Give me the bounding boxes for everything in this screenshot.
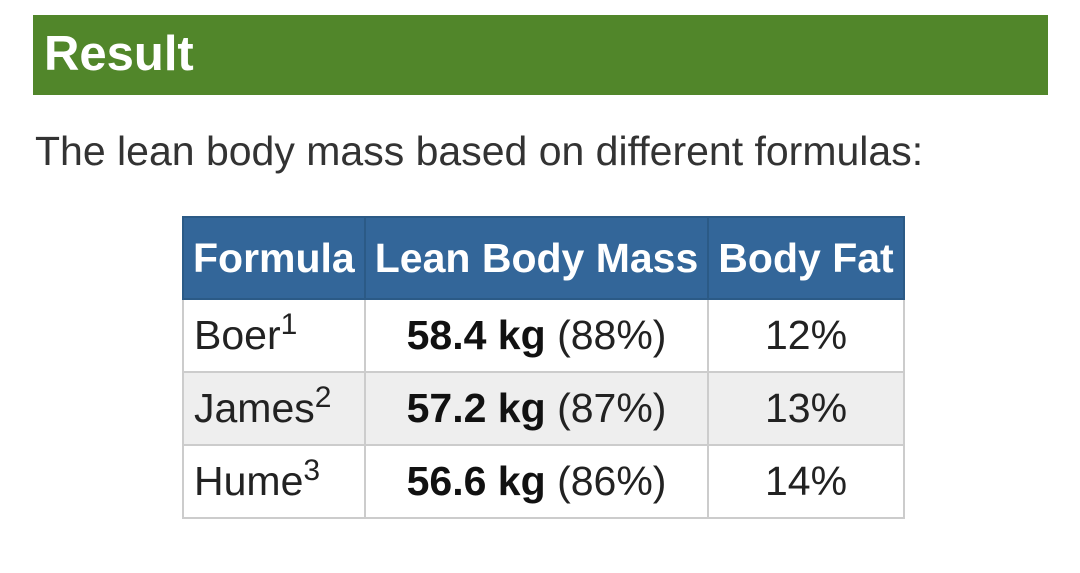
formula-name: Hume	[194, 458, 304, 504]
lean-body-mass-cell: 56.6 kg (86%)	[363, 444, 710, 519]
lean-body-mass-percent: (86%)	[557, 458, 667, 504]
footnote-ref-link[interactable]: 3	[303, 454, 321, 487]
intro-text: The lean body mass based on different fo…	[35, 128, 924, 174]
result-title: Result	[44, 26, 194, 81]
lean-body-mass-percent: (87%)	[557, 385, 667, 431]
body-fat-cell: 12%	[707, 298, 905, 373]
footnote-ref-link[interactable]: 1	[280, 308, 298, 341]
body-fat-cell: 13%	[707, 371, 905, 446]
lean-body-mass-value: 56.6 kg	[406, 458, 546, 504]
column-header-formula: Formula	[182, 216, 366, 300]
formula-cell: Hume3	[182, 444, 366, 519]
lean-body-mass-percent: (88%)	[557, 312, 667, 358]
result-header: Result	[33, 15, 1048, 95]
table-header-row: Formula Lean Body Mass Body Fat	[182, 216, 905, 300]
footnote-ref-link[interactable]: 2	[314, 381, 332, 414]
results-table: Formula Lean Body Mass Body Fat Boer1 58…	[182, 216, 905, 519]
lean-body-mass-cell: 58.4 kg (88%)	[363, 298, 710, 373]
formula-name: James	[194, 385, 315, 431]
formula-cell: Boer1	[182, 298, 366, 373]
lean-body-mass-cell: 57.2 kg (87%)	[363, 371, 710, 446]
table-row: Hume3 56.6 kg (86%) 14%	[182, 444, 905, 519]
formula-name: Boer	[194, 312, 281, 358]
formula-cell: James2	[182, 371, 366, 446]
lean-body-mass-value: 57.2 kg	[406, 385, 546, 431]
table-row: Boer1 58.4 kg (88%) 12%	[182, 298, 905, 373]
column-header-body-fat: Body Fat	[707, 216, 905, 300]
table-row: James2 57.2 kg (87%) 13%	[182, 371, 905, 446]
column-header-lean-body-mass: Lean Body Mass	[363, 216, 710, 300]
body-fat-cell: 14%	[707, 444, 905, 519]
lean-body-mass-value: 58.4 kg	[406, 312, 546, 358]
